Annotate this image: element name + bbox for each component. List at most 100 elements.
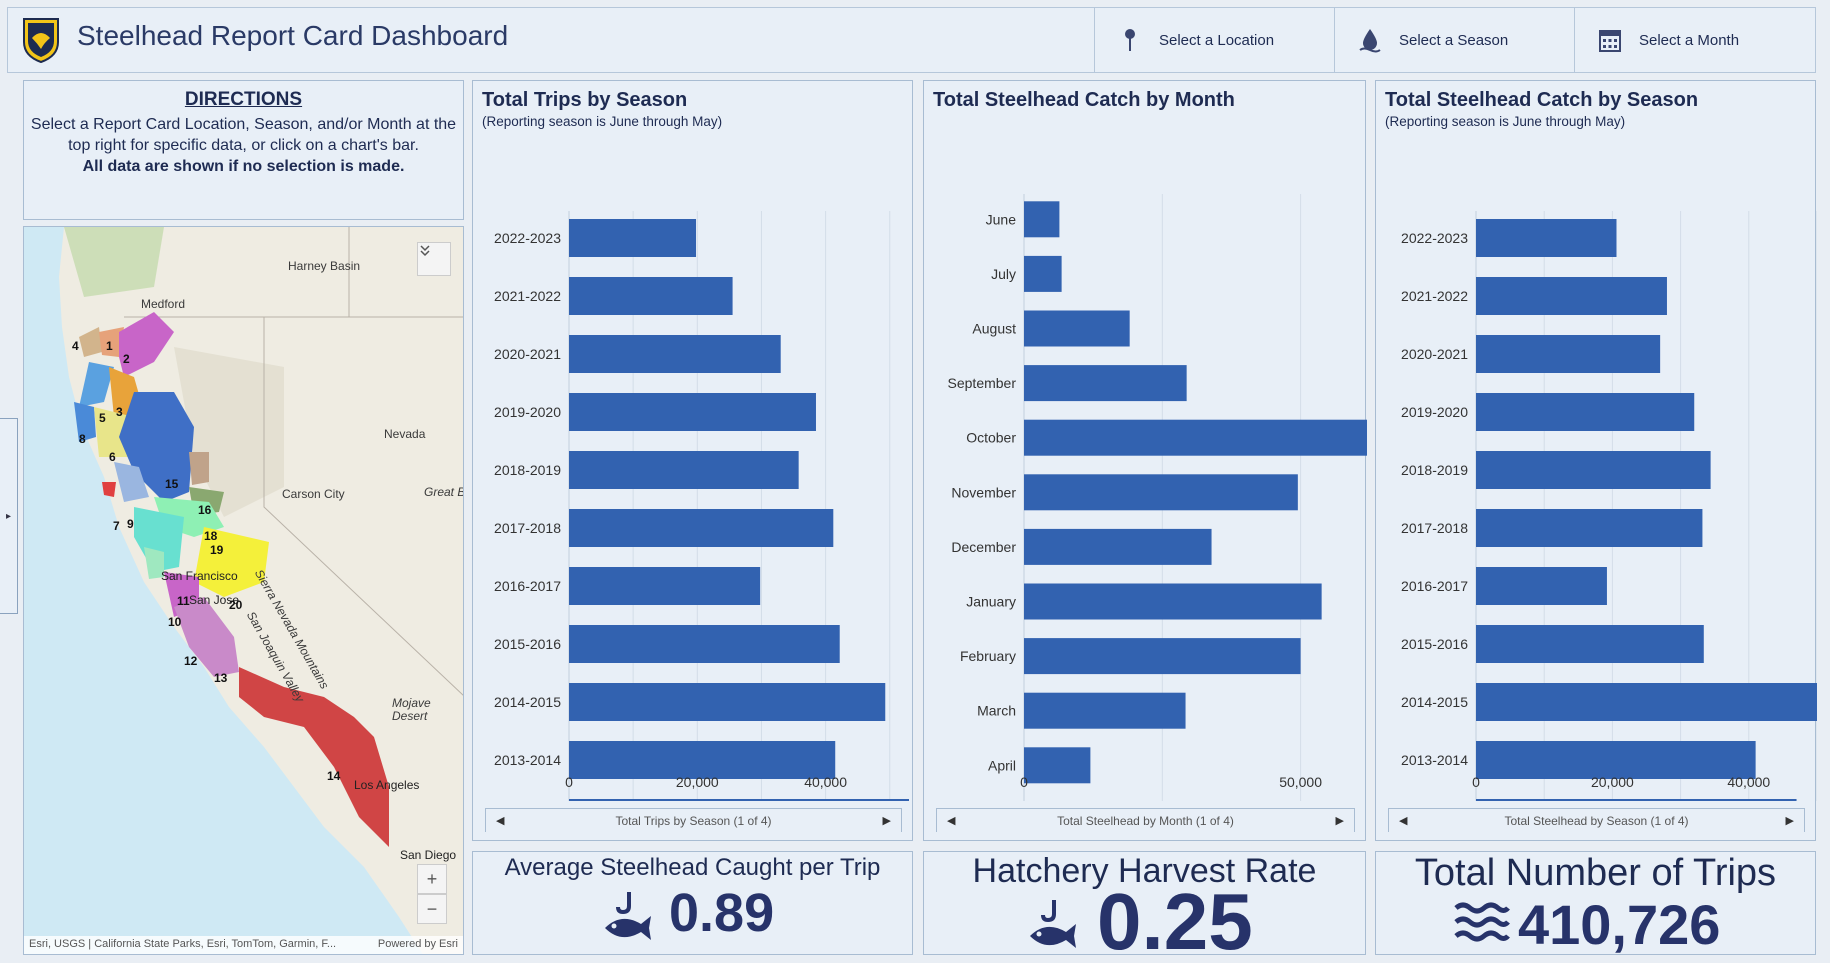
category-label: 2017-2018	[1401, 520, 1468, 536]
bar[interactable]	[1476, 509, 1703, 547]
map-region-8[interactable]	[74, 402, 96, 442]
pager-prev-button[interactable]: ◀	[947, 815, 956, 827]
bar[interactable]	[1024, 528, 1212, 565]
map-region-13[interactable]	[174, 597, 239, 677]
map-region-9[interactable]	[114, 462, 149, 502]
bar[interactable]	[1476, 683, 1817, 721]
map-region-14[interactable]	[239, 667, 389, 847]
x-tick-label: 40,000	[1727, 774, 1770, 790]
map-region-10[interactable]	[144, 547, 164, 579]
x-tick-label: 50,000	[1279, 774, 1322, 790]
powered-by-esri[interactable]: Powered by Esri	[377, 938, 458, 950]
location-selector[interactable]: Select a Location	[1094, 8, 1334, 72]
catch-by-season-chart[interactable]: 2022-2023 2021-2022 2020-2021 2019-2020 2018…	[1376, 81, 1817, 801]
chart-subtitle: (Reporting season is June through May)	[482, 114, 723, 129]
chart-pager: ◀ Total Steelhead by Month (1 of 4) ▶	[936, 808, 1355, 832]
bar[interactable]	[1024, 255, 1062, 292]
bar[interactable]	[1024, 474, 1298, 511]
chart-title: Total Steelhead Catch by Season	[1385, 89, 1699, 111]
fishing-hook-fish-icon	[605, 892, 651, 940]
bar[interactable]	[569, 393, 816, 431]
catch-by-month-chart[interactable]: June July August September October November De…	[924, 81, 1367, 801]
map-region-7[interactable]	[102, 482, 116, 497]
map-canvas[interactable]	[24, 227, 464, 955]
map-region-2[interactable]	[119, 312, 174, 377]
header-bar: Steelhead Report Card Dashboard Select a…	[7, 7, 1816, 73]
map-region-20[interactable]	[194, 527, 269, 597]
pager-prev-button[interactable]: ◀	[496, 815, 505, 827]
map-region-16[interactable]	[189, 452, 209, 485]
fishing-hook-fish-icon	[1030, 900, 1076, 948]
map-panel[interactable]: Harney Basin Medford Nevada Carson City …	[23, 226, 464, 955]
bar[interactable]	[569, 277, 733, 315]
kpi-value: 0.25	[1097, 877, 1253, 955]
chart-subtitle: (Reporting season is June through May)	[1385, 114, 1626, 129]
bar[interactable]	[569, 741, 836, 779]
bar[interactable]	[1476, 451, 1711, 489]
chart-panel-catch-by-month: Total Steelhead Catch by Month June July A…	[923, 80, 1367, 841]
bar[interactable]	[1476, 567, 1607, 605]
bar[interactable]	[569, 799, 909, 801]
season-selector[interactable]: Select a Season	[1334, 8, 1574, 72]
pager-next-button[interactable]: ▶	[1785, 815, 1794, 827]
bar[interactable]	[569, 219, 697, 257]
bar[interactable]	[1024, 638, 1301, 675]
kpi-avg-steelhead-per-trip: Average Steelhead Caught per Trip 0.89	[472, 851, 913, 955]
map-label-san-jose: San Jose	[189, 593, 240, 607]
bar[interactable]	[1024, 692, 1186, 729]
bar[interactable]	[1024, 419, 1367, 456]
bar[interactable]	[569, 683, 886, 721]
bar[interactable]	[1024, 310, 1130, 347]
category-label: April	[988, 757, 1016, 773]
calendar-icon	[1599, 30, 1621, 52]
bar[interactable]	[1476, 277, 1667, 315]
bar[interactable]	[1476, 335, 1661, 373]
bar[interactable]	[1024, 583, 1322, 620]
kpi-title: Hatchery Harvest Rate	[972, 852, 1317, 890]
zoom-out-button[interactable]: −	[417, 894, 447, 924]
region-number-label: 18	[204, 529, 218, 543]
pager-next-button[interactable]: ▶	[882, 815, 891, 827]
region-number-label: 9	[127, 517, 134, 531]
kpi-title: Average Steelhead Caught per Trip	[504, 854, 881, 881]
chart-pager: ◀ Total Trips by Season (1 of 4) ▶	[485, 808, 902, 832]
region-number-label: 12	[184, 654, 198, 668]
category-label: July	[991, 266, 1016, 282]
bar[interactable]	[1476, 625, 1704, 663]
bar[interactable]	[569, 335, 781, 373]
map-region-4[interactable]	[79, 327, 102, 357]
map-label-mojave-desert: Mojave Desert	[392, 696, 431, 723]
bar[interactable]	[1476, 799, 1797, 801]
pager-next-button[interactable]: ▶	[1335, 815, 1344, 827]
category-label: 2022-2023	[1401, 230, 1468, 246]
bar[interactable]	[569, 567, 761, 605]
side-panel-toggle[interactable]: ▸	[0, 418, 18, 614]
x-tick-label: 40,000	[804, 774, 847, 790]
trips-by-season-chart[interactable]: 2022-2023 2021-2022 2020-2021 2019-2020 2018…	[473, 81, 914, 801]
bar[interactable]	[1476, 219, 1617, 257]
pager-prev-button[interactable]: ◀	[1399, 815, 1408, 827]
map-collapse-button[interactable]	[417, 242, 451, 276]
x-tick-label: 0	[1472, 774, 1480, 790]
chevron-double-down-icon	[420, 245, 430, 257]
category-label: 2019-2020	[1401, 404, 1468, 420]
map-region-1[interactable]	[99, 327, 124, 357]
bar[interactable]	[569, 625, 840, 663]
bar[interactable]	[1024, 747, 1091, 784]
zoom-in-button[interactable]: +	[417, 864, 447, 894]
region-number-label: 11	[177, 594, 190, 608]
bar[interactable]	[569, 509, 834, 547]
bar[interactable]	[569, 451, 799, 489]
page-title: Steelhead Report Card Dashboard	[77, 20, 509, 51]
bar[interactable]	[1024, 201, 1060, 238]
category-label: 2018-2019	[1401, 462, 1468, 478]
map-region-5[interactable]	[79, 362, 114, 407]
bar[interactable]	[1476, 741, 1756, 779]
directions-bold-text: All data are shown if no selection is ma…	[82, 158, 405, 175]
directions-text: Select a Report Card Location, Season, a…	[30, 116, 457, 154]
category-label: 2015-2016	[494, 636, 561, 652]
bar[interactable]	[1024, 365, 1187, 402]
region-number-label: 2	[123, 352, 130, 366]
bar[interactable]	[1476, 393, 1695, 431]
month-selector[interactable]: Select a Month	[1574, 8, 1814, 72]
